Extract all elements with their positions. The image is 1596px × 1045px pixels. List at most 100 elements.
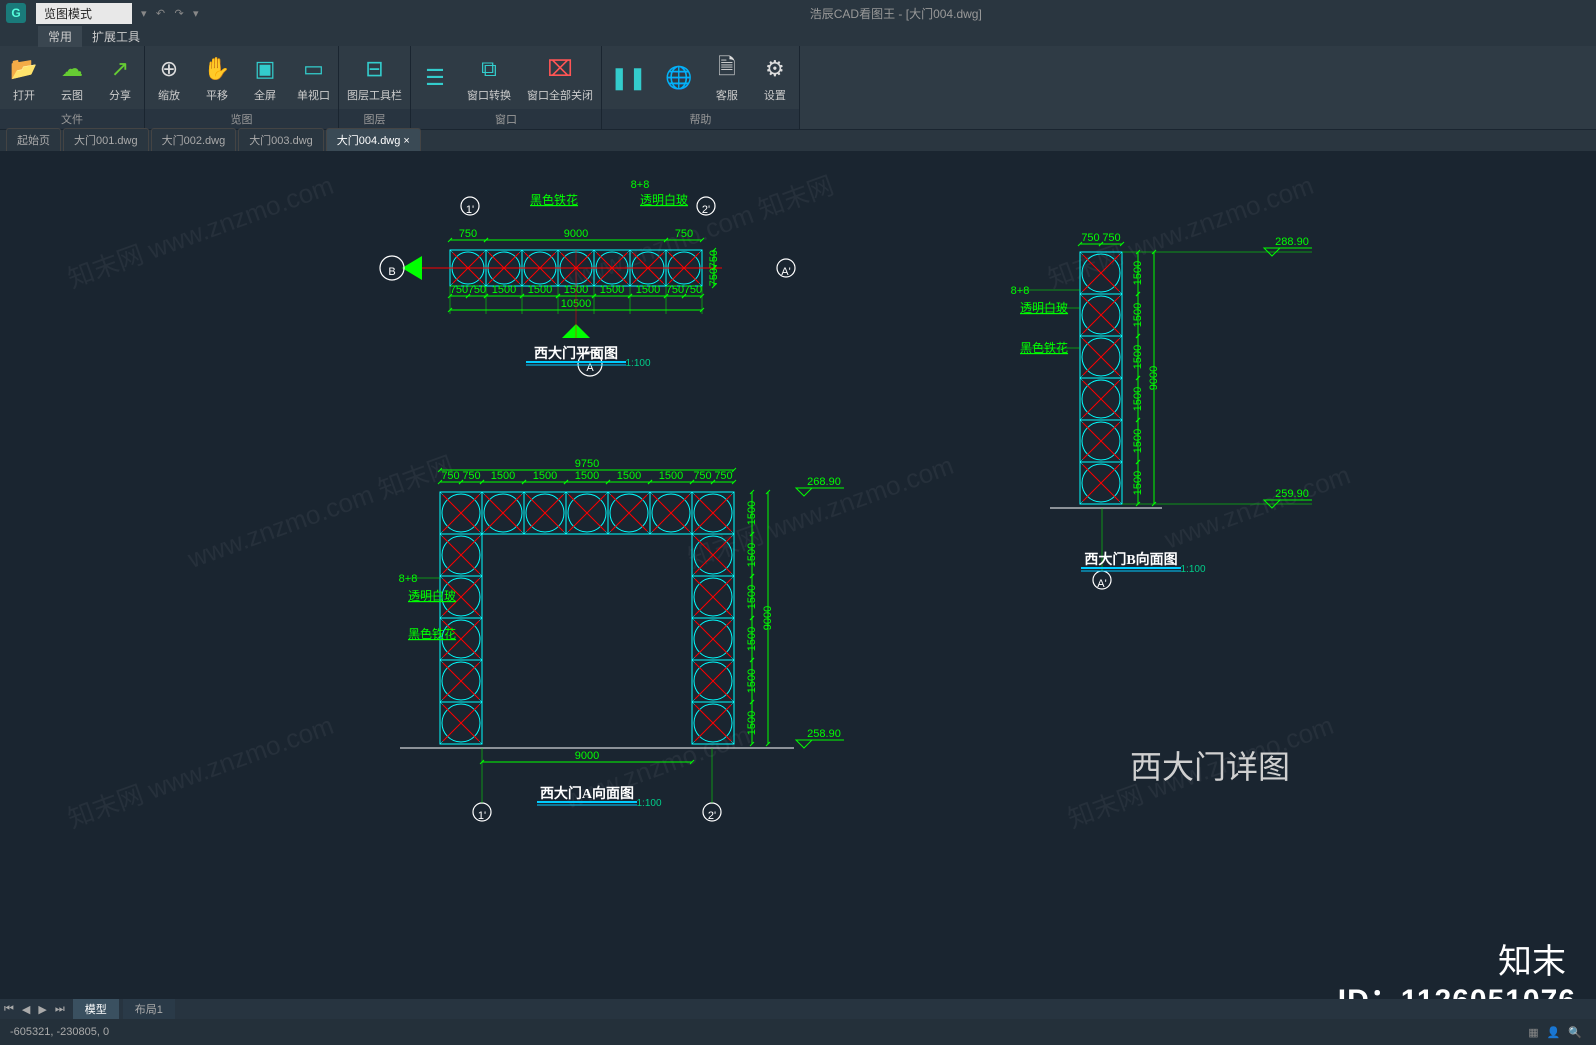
closeall-button[interactable]: ⌧窗口全部关闭 [519,46,601,109]
winswitch-icon: ⧉ [481,53,497,85]
svg-text:259.90: 259.90 [1275,488,1309,500]
drawing-title-text: 西大门详图 [1130,742,1290,788]
svg-text:1500: 1500 [528,284,552,296]
layers-icon: ☰ [425,62,445,94]
svg-text:B: B [388,266,395,278]
drawing-canvas[interactable]: 知末网 www.znzmo.com www.znzmo.com 知末网 知末网 … [0,152,1596,1019]
svg-text:750: 750 [693,470,711,482]
svg-text:透明白玻: 透明白玻 [1020,300,1068,315]
layers-button[interactable]: ☰ [411,46,459,109]
document-tab[interactable]: 大门002.dwg [151,128,237,151]
document-tabs: 起始页大门001.dwg大门002.dwg大门003.dwg大门004.dwg … [0,130,1596,152]
layertool-button[interactable]: ⊟ 图层工具栏 [339,46,410,109]
ribbon-btn-label: 缩放 [158,87,180,103]
svg-text:9750: 9750 [575,458,599,470]
share-icon: ↗ [111,53,129,85]
globe-icon: 🌐 [665,62,692,94]
document-tab[interactable]: 大门004.dwg × [326,128,421,151]
closeall-icon: ⌧ [547,53,572,85]
ribbon-btn-label: 窗口转换 [467,87,511,103]
svg-text:9000: 9000 [564,228,588,240]
status-person-icon[interactable]: 👤 [1547,1026,1561,1039]
dropdown-icon[interactable]: ▾ [141,8,147,20]
svg-text:1': 1' [466,204,474,216]
service-icon: 🗎 [718,53,736,85]
redo-icon[interactable]: ↷ [174,8,183,20]
winswitch-button[interactable]: ⧉ 窗口转换 [459,46,519,109]
pan-button[interactable]: ✋平移 [193,46,241,109]
svg-text:黑色铁花: 黑色铁花 [1020,340,1068,355]
svg-text:750: 750 [714,470,732,482]
first-icon[interactable]: ⏮ [0,1001,18,1018]
svg-text:1500: 1500 [636,284,660,296]
pause-icon: ❚❚ [610,62,647,94]
open-button[interactable]: 📂打开 [0,46,48,109]
document-tab[interactable]: 大门001.dwg [63,128,149,151]
globe-button[interactable]: 🌐 [655,46,703,109]
svg-text:1500: 1500 [1132,387,1144,411]
ribbon-group-label: 帮助 [602,109,799,129]
settings-button[interactable]: ⚙设置 [751,46,799,109]
cad-drawing: 7509000750750750150015001500150015007507… [0,152,1596,1019]
cloud-icon: ☁ [61,53,83,85]
zoom-icon: ⊕ [160,53,178,85]
svg-text:750: 750 [708,268,720,286]
svg-text:750: 750 [462,470,480,482]
cloud-button[interactable]: ☁云图 [48,46,96,109]
next-icon[interactable]: ▶ [34,1001,50,1018]
svg-text:黑色铁花: 黑色铁花 [530,192,578,207]
pan-icon: ✋ [203,53,230,85]
svg-text:750: 750 [468,284,486,296]
dropdown-icon[interactable]: ▾ [193,8,199,20]
ribbon-group-label: 图层 [339,109,410,129]
svg-text:1500: 1500 [575,470,599,482]
prev-icon[interactable]: ◀ [18,1001,34,1018]
menu-item-extend[interactable]: 扩展工具 [82,26,150,47]
svg-text:750: 750 [1081,232,1099,244]
zoom-button[interactable]: ⊕ 缩放 [145,46,193,109]
svg-text:西大门B向面图: 西大门B向面图 [1084,551,1177,568]
pause-button[interactable]: ❚❚ [602,46,655,109]
status-search-icon[interactable]: 🔍 [1568,1026,1582,1039]
share-button[interactable]: ↗分享 [96,46,144,109]
svg-text:9000: 9000 [575,750,599,762]
service-button[interactable]: 🗎客服 [703,46,751,109]
status-icon[interactable]: ▦ [1528,1026,1538,1039]
mode-indicator[interactable]: 览图模式 [36,3,132,24]
ribbon-btn-label: 打开 [13,87,35,103]
svg-text:1500: 1500 [491,470,515,482]
quick-access-toolbar: ▾ ↶ ↷ ▾ [138,6,202,20]
svg-text:1500: 1500 [1132,303,1144,327]
ribbon-group: ⊟ 图层工具栏图层 [339,46,411,129]
svg-text:8+8: 8+8 [631,179,650,191]
ribbon-group-label: 文件 [0,109,144,129]
document-tab[interactable]: 大门003.dwg [238,128,324,151]
svg-text:288.90: 288.90 [1275,236,1309,248]
svg-text:黑色铁花: 黑色铁花 [408,626,456,641]
single-button[interactable]: ▭单视口 [289,46,338,109]
svg-text:1500: 1500 [746,669,758,693]
svg-text:750: 750 [459,228,477,240]
layertool-icon: ⊟ [365,53,383,85]
settings-icon: ⚙ [765,53,785,85]
svg-text:1500: 1500 [1132,261,1144,285]
ribbon-group: ☰⧉窗口转换⌧窗口全部关闭窗口 [411,46,602,129]
ribbon-btn-label: 图层工具栏 [347,87,402,103]
menu-bar: 常用 扩展工具 [0,26,1596,46]
svg-text:2': 2' [702,204,710,216]
document-tab[interactable]: 起始页 [6,128,61,151]
last-icon[interactable]: ⏭ [51,1001,69,1018]
tab-model[interactable]: 模型 [73,999,119,1019]
ribbon-btn-label: 全屏 [254,87,276,103]
full-button[interactable]: ▣全屏 [241,46,289,109]
svg-text:258.90: 258.90 [807,728,841,740]
elevation-b: 7507501500150015001500150015009000288.90… [1011,232,1312,590]
svg-text:1500: 1500 [492,284,516,296]
svg-text:750: 750 [1102,232,1120,244]
svg-text:8+8: 8+8 [1011,285,1030,297]
svg-text:1500: 1500 [746,585,758,609]
tab-layout1[interactable]: 布局1 [123,999,175,1019]
tab-nav: ⏮ ◀ ▶ ⏭ [0,1001,69,1018]
menu-item-common[interactable]: 常用 [38,26,82,47]
undo-icon[interactable]: ↶ [156,8,165,20]
